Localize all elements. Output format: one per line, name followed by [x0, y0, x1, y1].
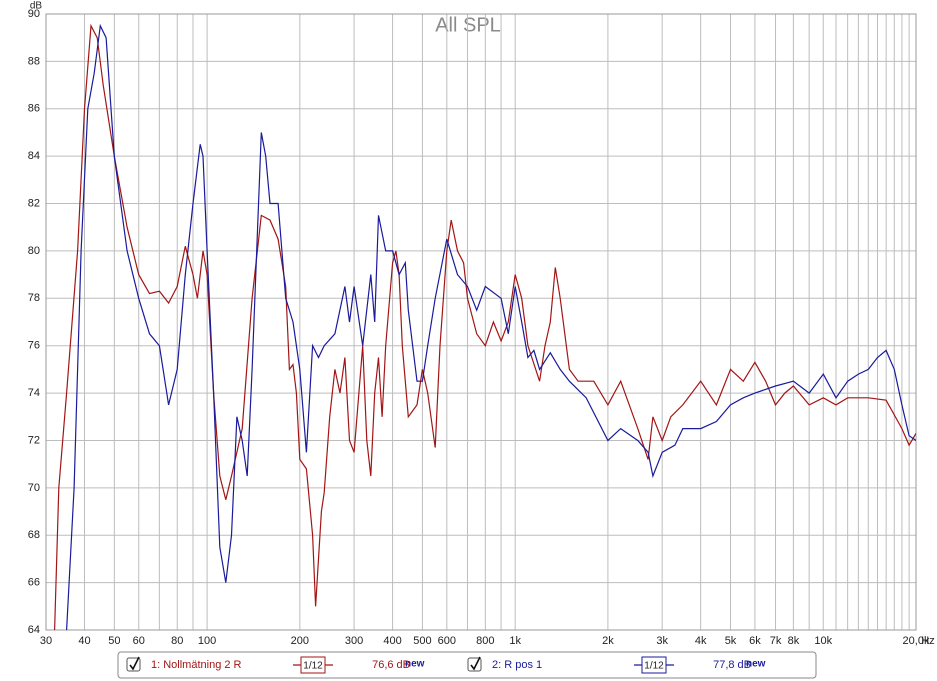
plot-frame [45, 13, 917, 631]
x-tick-label: 2k [602, 635, 614, 647]
legend-smoothing: 1/12 [303, 661, 323, 672]
x-axis-label: Hz [921, 635, 934, 647]
x-tick-label: 50 [108, 635, 120, 647]
x-tick-label: 600 [438, 635, 456, 647]
legend-smoothing-box [300, 656, 326, 674]
x-tick-label: 1k [509, 635, 521, 647]
x-tick-label: 40 [78, 635, 90, 647]
x-tick-label: 8k [788, 635, 800, 647]
x-tick-label: 5k [725, 635, 737, 647]
x-tick-label: 6k [749, 635, 761, 647]
y-tick-label: 66 [28, 577, 40, 589]
y-axis-label: dB [30, 1, 43, 12]
y-tick-label: 76 [28, 340, 40, 352]
x-tick-label: 4k [695, 635, 707, 647]
x-tick-label: 20,0k [903, 635, 930, 647]
y-tick-label: 64 [28, 624, 40, 636]
x-tick-label: 500 [413, 635, 431, 647]
legend-smoothing-box [641, 656, 667, 674]
legend-level: 76,6 dB [372, 659, 410, 671]
x-tick-label: 3k [656, 635, 668, 647]
legend-check [129, 656, 140, 671]
x-tick-label: 80 [171, 635, 183, 647]
y-tick-label: 82 [28, 197, 40, 209]
legend-label: 1: Nollmätning 2 R [151, 659, 242, 671]
chart-title: All SPL [435, 14, 501, 36]
x-tick-label: 200 [291, 635, 309, 647]
x-tick-label: 300 [345, 635, 363, 647]
legend-check [470, 656, 481, 671]
legend-level: 77,8 dB [713, 659, 751, 671]
x-tick-label: 400 [383, 635, 401, 647]
y-tick-label: 88 [28, 55, 40, 67]
x-tick-label: 30 [40, 635, 52, 647]
x-tick-label: 7k [770, 635, 782, 647]
y-tick-label: 90 [28, 8, 40, 20]
x-tick-label: 10k [814, 635, 832, 647]
x-tick-label: 60 [133, 635, 145, 647]
y-tick-label: 74 [28, 387, 40, 399]
series-line [66, 23, 916, 630]
y-tick-label: 78 [28, 292, 40, 304]
y-tick-label: 68 [28, 529, 40, 541]
legend-smoothing: 1/12 [644, 661, 664, 672]
y-tick-label: 86 [28, 103, 40, 115]
plot-area [45, 13, 917, 631]
y-tick-label: 72 [28, 434, 40, 446]
legend-new: new [746, 659, 766, 670]
x-tick-label: 800 [476, 635, 494, 647]
y-tick-label: 80 [28, 245, 40, 257]
legend-label: 2: R pos 1 [492, 659, 542, 671]
x-tick-label: 100 [198, 635, 216, 647]
y-tick-label: 84 [28, 150, 40, 162]
y-tick-label: 70 [28, 482, 40, 494]
legend-new: new [405, 659, 425, 670]
